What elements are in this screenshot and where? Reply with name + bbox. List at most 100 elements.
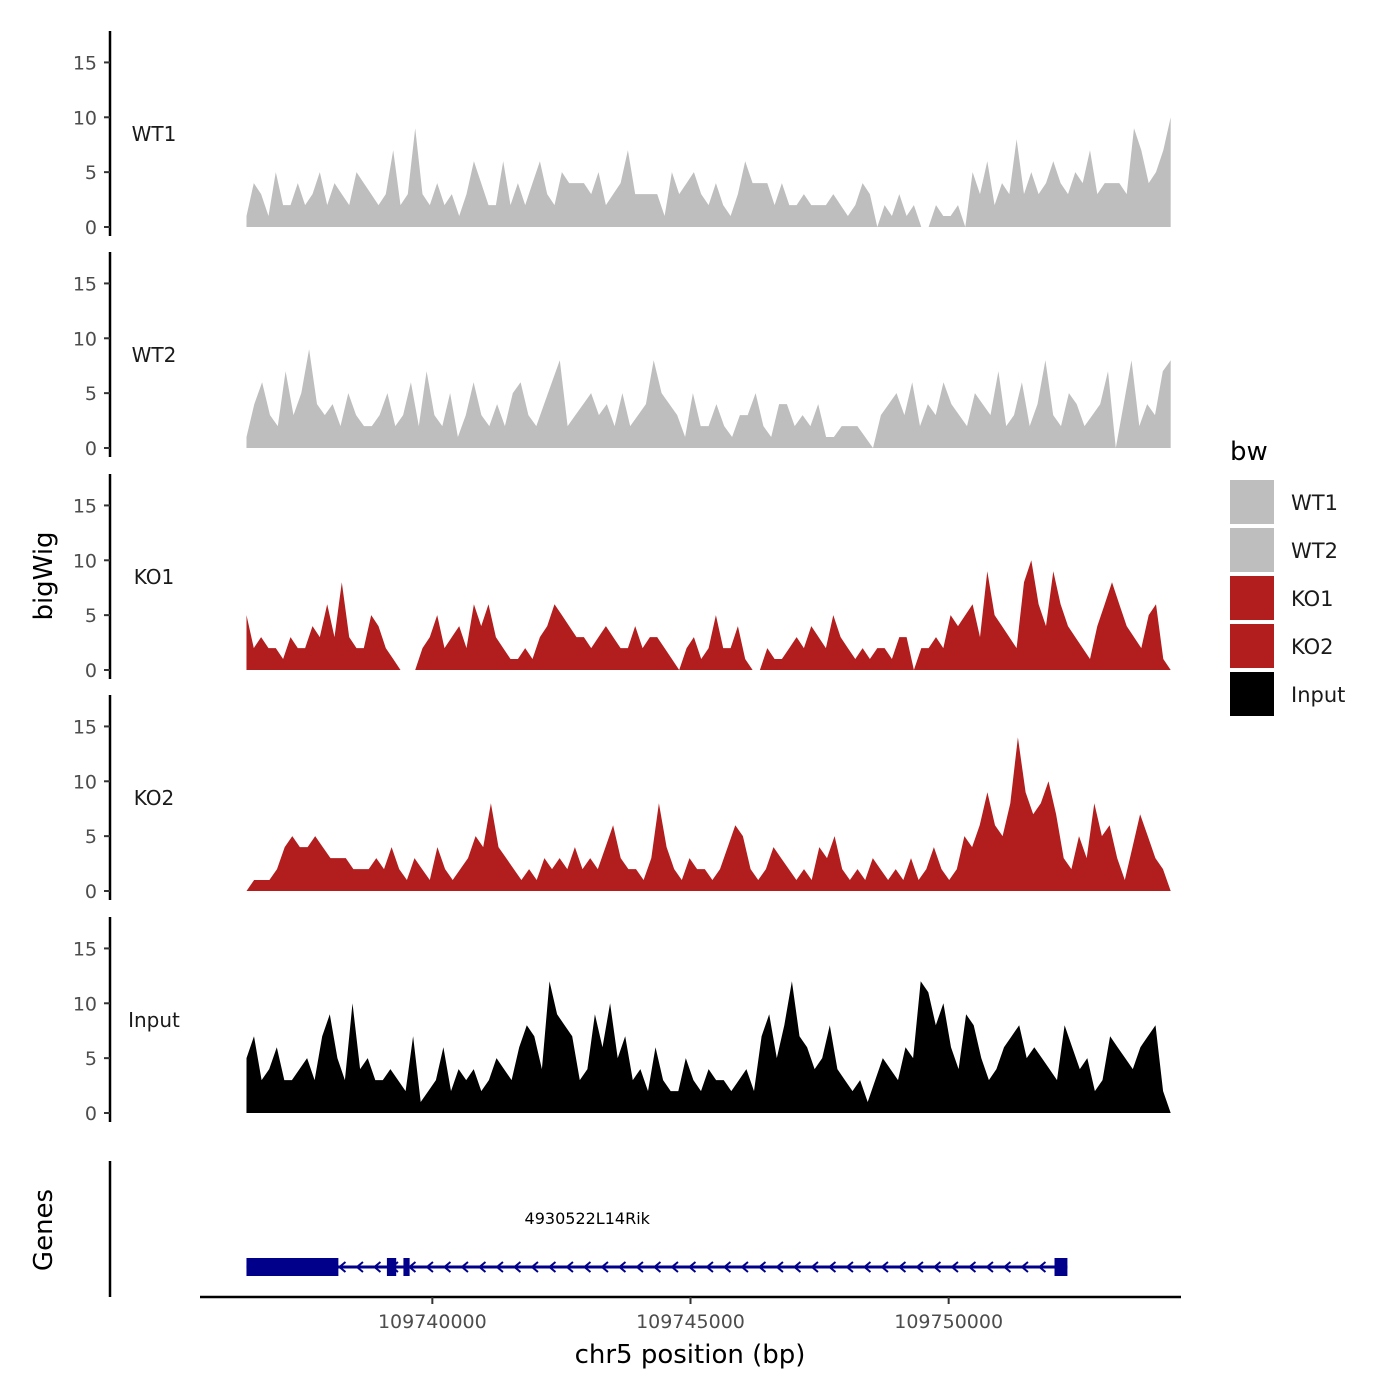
strand-arrow xyxy=(512,1261,522,1273)
strand-arrow xyxy=(425,1261,434,1273)
track-ko2: 0 5 10 15 KO2 xyxy=(73,695,1171,903)
coverage-tracks: 0 5 10 15 WT1 0 5 10 15 WT2 0 5 10 15 KO1 0 5 10 15 KO2 0 5 10… xyxy=(73,31,1171,1125)
legend-label: Input xyxy=(1291,683,1345,707)
track-label: WT2 xyxy=(132,343,177,367)
strand-arrow xyxy=(985,1261,994,1273)
coverage-area-wt1 xyxy=(246,117,1171,227)
strand-arrow xyxy=(967,1261,977,1273)
exon xyxy=(1054,1258,1068,1276)
y-tick-label: 15 xyxy=(73,52,97,74)
strand-arrow xyxy=(1037,1261,1047,1273)
strand-arrow xyxy=(810,1261,819,1273)
strand-arrow xyxy=(915,1261,924,1273)
legend-key-wt2 xyxy=(1230,528,1274,572)
y-axis-title: bigWig xyxy=(29,531,59,620)
y-tick-label: 5 xyxy=(85,383,97,405)
track-wt1: 0 5 10 15 WT1 xyxy=(73,31,1171,239)
coverage-area-input xyxy=(246,981,1171,1113)
coverage-area-wt2 xyxy=(246,349,1171,448)
strand-arrow xyxy=(722,1261,732,1273)
legend: bw WT1 WT2 KO1 KO2 Input xyxy=(1230,437,1345,716)
strand-arrow xyxy=(477,1261,487,1273)
y-tick-label: 10 xyxy=(73,107,97,129)
strand-arrow xyxy=(460,1261,469,1273)
strand-arrow xyxy=(337,1261,347,1273)
y-tick-label: 0 xyxy=(85,438,97,460)
strand-arrow xyxy=(775,1261,784,1273)
strand-arrow xyxy=(670,1261,679,1273)
legend-key-ko1 xyxy=(1230,576,1274,620)
y-tick-label: 5 xyxy=(85,826,97,848)
strand-arrow xyxy=(880,1261,889,1273)
strand-arrow xyxy=(617,1261,627,1273)
x-tick-label: 109745000 xyxy=(636,1311,745,1333)
track-ko1: 0 5 10 15 KO1 xyxy=(73,474,1171,682)
track-input: 0 5 10 15 Input xyxy=(73,917,1171,1125)
strand-arrow xyxy=(757,1261,767,1273)
legend-title: bw xyxy=(1230,437,1268,467)
track-label: KO2 xyxy=(134,786,175,810)
y-tick-label: 10 xyxy=(73,993,97,1015)
y-tick-label: 10 xyxy=(73,328,97,350)
track-label: KO1 xyxy=(134,565,175,589)
strand-arrow xyxy=(1020,1261,1029,1273)
strand-arrow xyxy=(582,1261,592,1273)
legend-label: KO2 xyxy=(1291,635,1334,659)
coverage-area-ko1 xyxy=(246,560,1171,670)
exon xyxy=(246,1258,339,1276)
strand-arrow xyxy=(845,1261,854,1273)
strand-arrow xyxy=(600,1261,609,1273)
strand-arrow xyxy=(897,1261,907,1273)
y-tick-label: 5 xyxy=(85,1048,97,1070)
y-tick-label: 0 xyxy=(85,660,97,682)
legend-label: KO1 xyxy=(1291,587,1334,611)
track-label: Input xyxy=(128,1008,180,1032)
strand-arrow xyxy=(827,1261,837,1273)
strand-arrow xyxy=(442,1261,452,1273)
exon xyxy=(386,1258,397,1276)
y-tick-label: 5 xyxy=(85,605,97,627)
y-tick-label: 0 xyxy=(85,881,97,903)
x-tick-label: 109740000 xyxy=(378,1311,487,1333)
y-tick-label: 5 xyxy=(85,162,97,184)
strand-arrow xyxy=(687,1261,697,1273)
strand-arrow xyxy=(547,1261,557,1273)
x-axis-title: chr5 position (bp) xyxy=(575,1340,806,1370)
strand-arrow xyxy=(862,1261,872,1273)
strand-arrow xyxy=(565,1261,574,1273)
strand-arrow xyxy=(792,1261,802,1273)
x-axis: 109740000 109745000 109750000 xyxy=(200,1295,1181,1333)
gene-track: 4930522L14Rik xyxy=(108,1161,1068,1297)
y-tick-label: 10 xyxy=(73,771,97,793)
strand-arrow xyxy=(1002,1261,1012,1273)
legend-key-input xyxy=(1230,672,1274,716)
gene-name-label: 4930522L14Rik xyxy=(525,1209,651,1228)
strand-arrow xyxy=(950,1261,959,1273)
y-tick-label: 0 xyxy=(85,1103,97,1125)
strand-arrow xyxy=(495,1261,504,1273)
strand-arrow xyxy=(372,1261,382,1273)
x-tick-label: 109750000 xyxy=(894,1311,1003,1333)
strand-arrow xyxy=(705,1261,714,1273)
y-tick-label: 15 xyxy=(73,495,97,517)
gene-track-title: Genes xyxy=(29,1189,59,1271)
track-label: WT1 xyxy=(132,122,177,146)
y-tick-label: 10 xyxy=(73,550,97,572)
y-tick-label: 15 xyxy=(73,938,97,960)
legend-label: WT2 xyxy=(1291,539,1338,563)
exon xyxy=(403,1258,410,1276)
track-wt2: 0 5 10 15 WT2 xyxy=(73,252,1171,460)
legend-key-ko2 xyxy=(1230,624,1274,668)
strand-arrow xyxy=(635,1261,644,1273)
strand-arrow xyxy=(932,1261,942,1273)
legend-key-wt1 xyxy=(1230,480,1274,524)
strand-arrow xyxy=(355,1261,364,1273)
y-tick-label: 15 xyxy=(73,273,97,295)
coverage-area-ko2 xyxy=(246,737,1171,891)
strand-arrow xyxy=(530,1261,539,1273)
legend-label: WT1 xyxy=(1291,491,1338,515)
y-tick-label: 0 xyxy=(85,217,97,239)
strand-arrow xyxy=(652,1261,662,1273)
strand-arrow xyxy=(740,1261,749,1273)
